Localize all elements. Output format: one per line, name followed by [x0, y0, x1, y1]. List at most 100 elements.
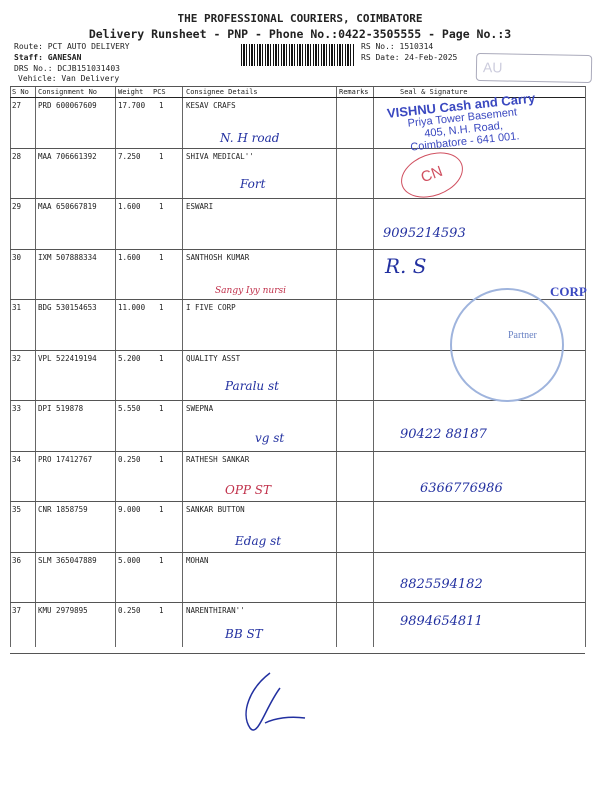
row-consignee: SWEPNA	[186, 404, 214, 413]
row-sno: 36	[12, 555, 22, 565]
handwritten-address-note: Edag st	[235, 534, 282, 548]
row-weight: 17.700	[118, 101, 146, 110]
handwritten-address-note: Paralu st	[225, 379, 279, 393]
handwritten-address-note: Sangy Iyy nursi	[215, 286, 287, 296]
row-divider	[10, 248, 585, 250]
row-pcs: 1	[159, 101, 164, 110]
row-pcs: 1	[159, 606, 164, 615]
row-consignment-no: SLM 365047889	[38, 555, 97, 565]
row-divider	[10, 602, 585, 603]
rs-no: RS No.: 1510314	[361, 42, 434, 51]
row-weight: 7.250	[118, 151, 141, 161]
runsheet-subtitle: Delivery Runsheet - PNP - Phone No.:0422…	[88, 27, 512, 41]
row-sno: 33	[12, 404, 22, 413]
row-divider	[10, 551, 585, 553]
row-pcs: 1	[159, 454, 164, 464]
row-pcs: 1	[159, 404, 164, 413]
row-divider	[10, 198, 585, 199]
row-consignee: QUALITY ASST	[186, 353, 241, 363]
column-divider	[336, 86, 337, 647]
row-consignee: SANKAR BUTTON	[186, 505, 245, 514]
row-divider	[10, 349, 585, 351]
row-divider	[10, 400, 585, 401]
staff: Staff: GANESAN	[14, 53, 82, 62]
row-sno: 35	[12, 505, 22, 514]
row-sno: 32	[12, 353, 22, 363]
barcode	[241, 44, 355, 66]
column-divider	[35, 86, 36, 647]
row-consignee: KESAV CRAFS	[186, 101, 236, 110]
signature-scribble	[245, 672, 306, 731]
table-top-line	[10, 86, 585, 87]
row-consignee: NARENTHIRAN''	[186, 606, 245, 615]
row-weight: 1.600	[118, 202, 141, 211]
row-divider	[10, 299, 585, 300]
handwritten-address-note: N. H road	[220, 131, 280, 145]
row-consignment-no: IXM 507888334	[38, 252, 97, 262]
row-weight: 5.550	[118, 404, 141, 413]
vehicle: Vehicle: Van Delivery	[18, 74, 120, 83]
row-weight: 5.200	[118, 353, 141, 363]
handwritten-signature: 9894654811	[400, 614, 483, 629]
handwritten-address-note: Fort	[240, 177, 266, 191]
seal-text: Partner	[508, 330, 537, 341]
row-consignment-no: VPL 522419194	[38, 353, 97, 363]
row-divider	[10, 147, 585, 149]
drs-no: DRS No.: DCJB151031403	[14, 64, 120, 73]
row-consignment-no: KMU 2979895	[38, 606, 88, 615]
row-pcs: 1	[159, 202, 164, 211]
row-consignee: I FIVE CORP	[186, 303, 236, 312]
handwritten-address-note: vg st	[255, 431, 285, 445]
row-divider	[10, 652, 585, 654]
row-pcs: 1	[159, 151, 164, 161]
row-pcs: 1	[159, 505, 164, 514]
handwritten-signature: R. S	[385, 254, 427, 278]
handwritten-signature: 90422 88187	[400, 427, 487, 442]
row-sno: 31	[12, 303, 22, 312]
row-pcs: 1	[159, 303, 164, 312]
corp-stamp: CORP	[550, 284, 587, 299]
column-header: Seal & Signature	[400, 88, 468, 96]
row-sno: 34	[12, 454, 22, 464]
row-consignee: ESWARI	[186, 202, 214, 211]
row-pcs: 1	[159, 353, 164, 363]
row-pcs: 1	[159, 555, 164, 565]
column-header: Consignment No	[38, 88, 98, 96]
column-header: Remarks	[339, 88, 369, 96]
row-sno: 30	[12, 252, 22, 262]
rect-stamp: AU	[475, 52, 593, 84]
column-header: Consignee Details	[186, 88, 258, 96]
header-bottom-line	[10, 97, 585, 98]
column-divider	[115, 86, 116, 647]
row-weight: 11.000	[118, 303, 146, 312]
row-sno: 37	[12, 606, 22, 615]
row-consignment-no: BDG 530154653	[38, 303, 97, 312]
round-seal: Partner	[450, 288, 564, 402]
row-consignee: MOHAN	[186, 555, 209, 565]
handwritten-signature: 9095214593	[383, 226, 466, 241]
row-consignee: RATHESH SANKAR	[186, 454, 250, 464]
column-divider	[585, 86, 586, 647]
row-weight: 0.250	[118, 454, 141, 464]
column-divider	[10, 86, 11, 647]
row-consignment-no: DPI 519878	[38, 404, 84, 413]
row-divider	[10, 501, 585, 502]
row-sno: 29	[12, 202, 22, 211]
row-consignee: SANTHOSH KUMAR	[186, 252, 250, 262]
row-consignment-no: CNR 1858759	[38, 505, 88, 514]
handwritten-signature: 6366776986	[420, 481, 503, 496]
row-consignment-no: PRO 17412767	[38, 454, 93, 464]
row-sno: 27	[12, 101, 22, 110]
column-divider	[373, 86, 374, 647]
row-consignment-no: MAA 706661392	[38, 151, 97, 161]
row-consignment-no: MAA 650667819	[38, 202, 97, 211]
handwritten-address-note: OPP ST	[225, 483, 272, 497]
column-header: PCS	[153, 88, 166, 96]
handwritten-signature: 8825594182	[400, 577, 483, 592]
column-header: S No	[12, 88, 29, 96]
row-divider	[10, 450, 585, 452]
company-title: THE PROFESSIONAL COURIERS, COIMBATORE	[177, 12, 423, 25]
handwritten-address-note: BB ST	[225, 627, 263, 641]
route: Route: PCT AUTO DELIVERY	[14, 42, 130, 51]
row-consignment-no: PRD 600067609	[38, 101, 97, 110]
